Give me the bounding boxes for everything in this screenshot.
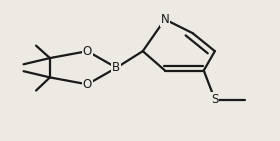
- Text: B: B: [112, 61, 120, 74]
- Text: O: O: [83, 78, 92, 91]
- Text: O: O: [83, 45, 92, 58]
- Text: S: S: [211, 93, 218, 106]
- Text: N: N: [160, 13, 169, 26]
